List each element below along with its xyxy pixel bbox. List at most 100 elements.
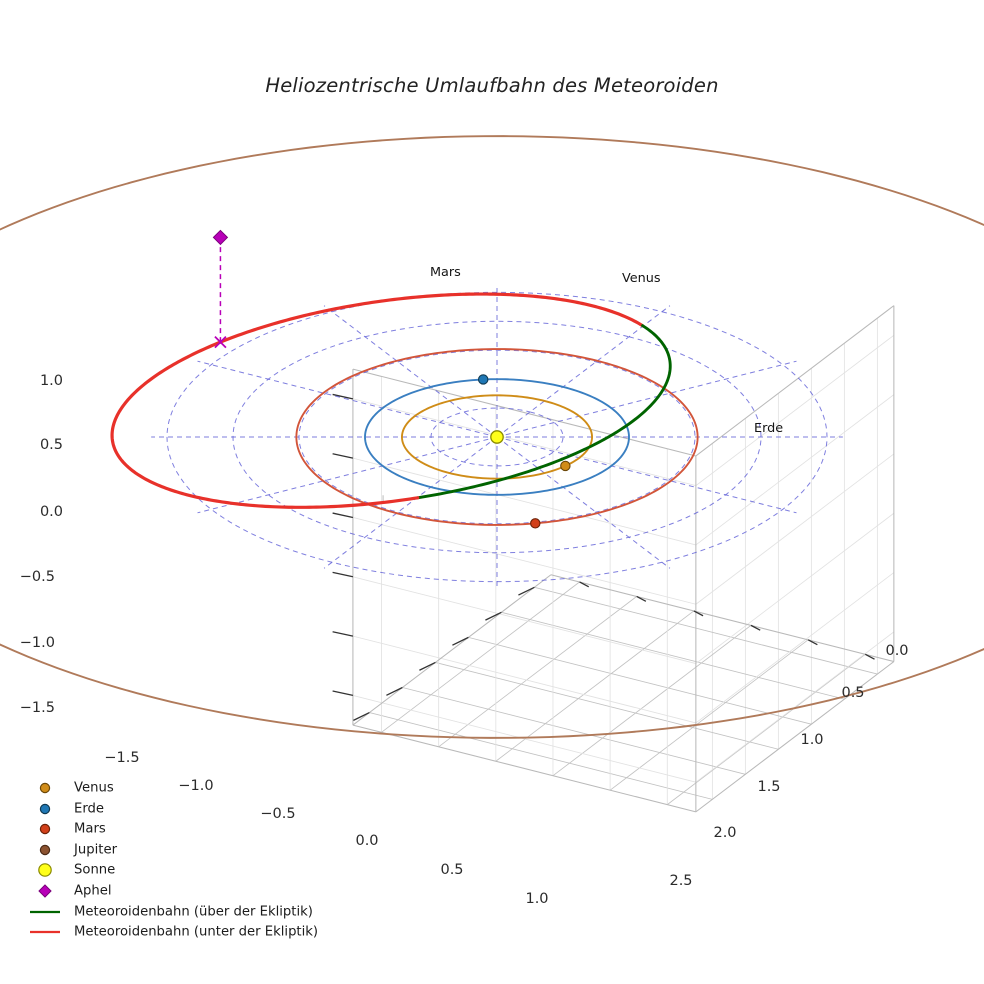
axis-spine: [550, 574, 894, 663]
legend-label: Meteoroidenbahn (über der Ekliptik): [74, 904, 313, 920]
gridline: [695, 512, 895, 664]
gridline: [352, 695, 696, 783]
planet-marker-erde: [478, 374, 489, 385]
meteoroid-orbit-above: [416, 457, 564, 500]
annotation-venus: Venus: [622, 271, 661, 286]
y-axis-tick-label: 0.0: [885, 643, 909, 659]
sun-icon: [38, 863, 52, 878]
polar-grid-spoke: [197, 436, 498, 514]
x-tick: [452, 636, 469, 646]
orbit-venus: [401, 394, 593, 480]
planet-marker-venus: [560, 460, 571, 472]
z-tick: [332, 631, 354, 637]
axis-spine: [352, 368, 696, 457]
y-tick: [693, 610, 704, 617]
legend-label: Venus: [74, 780, 114, 796]
x-tick: [419, 661, 436, 671]
polar-grid-spoke: [323, 305, 498, 438]
gridline: [352, 517, 696, 605]
z-axis-tick-label: −1.0: [19, 635, 55, 651]
gridline: [468, 636, 812, 725]
polar-grid-spoke: [496, 360, 797, 438]
dot-icon: [39, 844, 51, 855]
axis-spine: [695, 305, 895, 457]
gridline: [402, 687, 746, 775]
z-tick: [332, 512, 354, 519]
gridline: [352, 398, 696, 487]
legend-label: Aphel: [74, 883, 112, 899]
axis-spine: [695, 661, 895, 813]
z-axis-tick-label: 0.0: [39, 504, 63, 520]
x-axis-tick-label: −0.5: [260, 806, 296, 822]
y-tick: [636, 595, 647, 602]
annotation-erde: Erde: [754, 421, 784, 436]
orbit-erde: [364, 378, 630, 496]
dot-icon: [39, 823, 51, 835]
gridline: [352, 576, 696, 664]
y-axis-tick-label: 2.0: [713, 825, 737, 841]
z-tick: [332, 393, 354, 400]
x-tick: [485, 611, 502, 621]
z-axis-tick-label: 1.0: [39, 373, 63, 389]
gridline: [695, 453, 895, 605]
gridline: [695, 394, 895, 546]
orbit-jupiter: [0, 135, 984, 739]
y-tick: [750, 624, 761, 631]
y-tick: [864, 653, 875, 660]
diamond-icon: [38, 884, 52, 898]
z-axis-tick-label: −0.5: [19, 569, 55, 585]
y-tick: [807, 639, 818, 646]
page-title: Heliozentrische Umlaufbahn des Meteoroid…: [265, 74, 719, 97]
gridline: [352, 457, 696, 546]
polar-grid-spoke: [496, 436, 671, 569]
gridline: [695, 631, 895, 783]
gridline: [369, 712, 713, 800]
gridline: [695, 572, 895, 724]
x-tick: [518, 586, 535, 596]
gridline: [667, 653, 866, 805]
gridline: [695, 334, 895, 486]
y-axis-tick-label: 0.5: [841, 685, 865, 701]
x-tick: [353, 711, 370, 721]
gridline: [352, 635, 696, 724]
z-axis-tick-label: 0.5: [39, 437, 63, 453]
line-icon: [30, 931, 60, 934]
z-axis-tick-label: −1.5: [19, 700, 55, 716]
gridline: [438, 596, 637, 748]
gridline: [381, 581, 580, 733]
aphel-marker: [212, 229, 229, 246]
legend-label: Erde: [74, 801, 105, 817]
polar-grid-spoke: [496, 305, 671, 438]
gridline: [534, 586, 878, 675]
gridline: [609, 639, 809, 791]
gridline: [435, 662, 779, 750]
legend-label: Jupiter: [74, 842, 117, 858]
legend-label: Mars: [74, 821, 106, 837]
z-tick: [332, 571, 354, 578]
line-icon: [30, 910, 60, 913]
y-axis-tick-label: 1.0: [800, 732, 824, 748]
polar-grid-ring: [430, 407, 564, 467]
meteoroid-orbit-below: [110, 292, 645, 509]
x-axis-tick-label: 0.5: [440, 862, 464, 878]
sun-marker: [490, 430, 504, 444]
annotation-mars: Mars: [430, 265, 461, 280]
polar-grid-spoke: [197, 360, 498, 438]
y-axis-tick-label: 1.5: [757, 779, 781, 795]
x-axis-tick-label: −1.0: [178, 778, 214, 794]
planet-marker-mars: [530, 518, 541, 529]
gridline: [552, 625, 752, 777]
polar-grid-spoke: [323, 436, 498, 569]
z-tick: [332, 453, 354, 459]
x-axis-tick-label: 0.0: [355, 833, 379, 849]
polar-grid-ring: [298, 349, 696, 525]
y-tick: [579, 581, 590, 588]
axis-spine: [352, 724, 696, 813]
y-axis-tick-label: 2.5: [669, 873, 693, 889]
legend-label: Meteoroidenbahn (unter der Ekliptik): [74, 924, 319, 940]
aphel-projection-x: [214, 335, 227, 349]
dot-icon: [39, 803, 51, 814]
x-tick: [386, 686, 403, 696]
axes-pane-1: [352, 369, 696, 812]
